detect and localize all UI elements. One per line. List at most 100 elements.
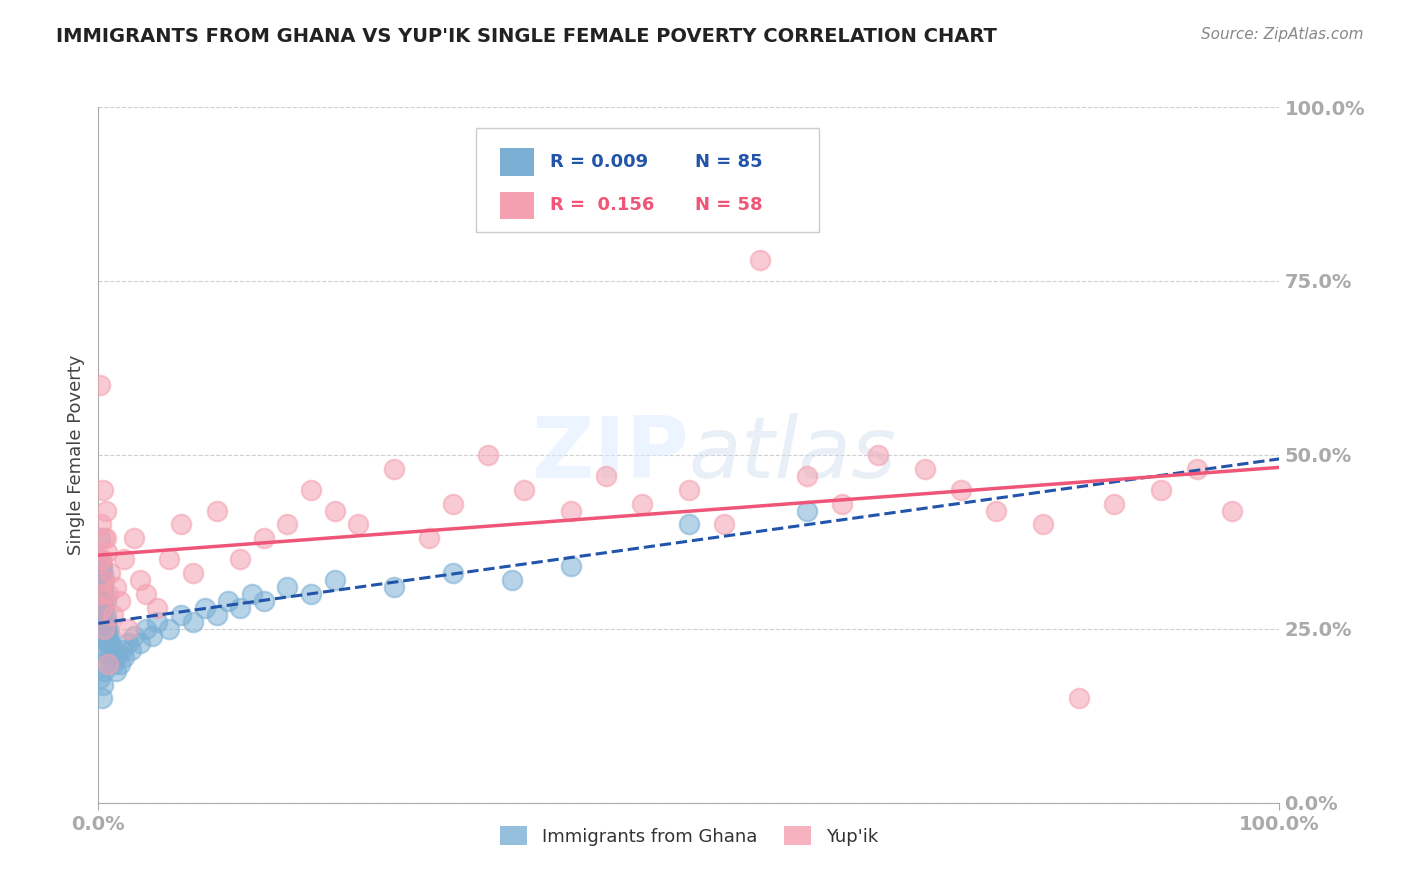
Point [831,497,853,511]
Point [477,448,499,462]
Point [441,566,464,581]
Point [111,642,134,657]
Point [135,587,157,601]
Point [122,629,145,643]
Point [103,642,125,657]
Point [1220,503,1243,517]
Point [91,559,114,574]
Point [713,517,735,532]
Point [253,532,276,546]
Point [91,552,114,566]
Point [146,601,169,615]
Point [678,517,700,532]
Text: R =  0.156: R = 0.156 [550,196,654,214]
Point [1032,517,1054,532]
Point [796,468,818,483]
Point [117,622,139,636]
Point [97,622,120,636]
Text: Source: ZipAtlas.com: Source: ZipAtlas.com [1201,27,1364,42]
Point [949,483,972,497]
Point [512,483,534,497]
Point [93,601,115,615]
Point [94,503,117,517]
Point [89,601,111,615]
Text: IMMIGRANTS FROM GHANA VS YUP'IK SINGLE FEMALE POVERTY CORRELATION CHART: IMMIGRANTS FROM GHANA VS YUP'IK SINGLE F… [56,27,997,45]
Point [441,497,464,511]
Point [866,448,889,462]
Point [678,483,700,497]
Point [91,601,114,615]
Point [170,517,193,532]
Point [93,629,115,643]
Point [128,636,150,650]
Point [128,573,150,587]
Point [91,607,114,622]
Point [94,607,117,622]
Point [748,253,770,268]
Point [560,559,582,574]
Point [89,552,111,566]
FancyBboxPatch shape [477,128,818,232]
Point [90,601,112,615]
Point [347,517,370,532]
Text: N = 85: N = 85 [695,153,762,171]
Point [418,532,440,546]
Point [91,615,114,629]
Point [90,594,112,608]
Point [91,601,114,615]
Point [323,573,346,587]
Point [105,580,128,594]
Point [89,607,111,622]
Point [94,594,117,608]
Point [98,642,121,657]
Point [146,615,169,629]
Point [97,636,120,650]
Point [93,615,115,629]
Point [91,566,114,581]
Point [98,649,121,664]
Point [105,649,128,664]
Point [170,607,193,622]
Point [121,642,143,657]
FancyBboxPatch shape [501,192,534,219]
Point [90,629,112,643]
Point [89,552,111,566]
Point [299,587,322,601]
Point [90,580,112,594]
Point [89,642,111,657]
Point [96,629,118,643]
Point [117,636,139,650]
Point [91,580,114,594]
Point [97,587,120,601]
Point [93,664,115,678]
Point [560,503,582,517]
Point [108,657,131,671]
Point [91,573,114,587]
Point [90,573,112,587]
Point [194,601,217,615]
Point [101,607,124,622]
Point [229,552,252,566]
Point [94,532,117,546]
Point [89,587,111,601]
Point [217,594,239,608]
Point [90,607,112,622]
Point [181,566,204,581]
Point [323,503,346,517]
Point [105,664,128,678]
Point [91,594,114,608]
Point [501,573,523,587]
Point [796,503,818,517]
Point [91,573,114,587]
Point [93,622,115,636]
Point [112,649,135,664]
Point [93,573,115,587]
Point [91,483,114,497]
Point [630,497,652,511]
Point [94,622,117,636]
Point [914,462,936,476]
Point [90,657,112,671]
Point [91,594,114,608]
Point [89,671,111,685]
Legend: Immigrants from Ghana, Yup'ik: Immigrants from Ghana, Yup'ik [494,819,884,853]
